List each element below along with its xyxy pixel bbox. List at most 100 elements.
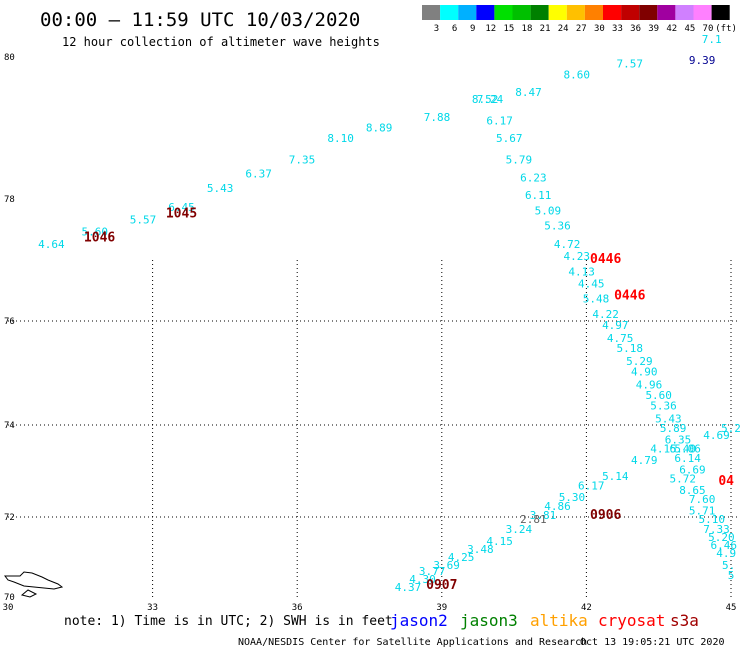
wave-height-label: 4.15	[486, 535, 513, 548]
wave-height-label: 4.25	[448, 551, 475, 564]
wave-height-label: 4.97	[602, 319, 629, 332]
wave-height-label: 7.57	[617, 58, 644, 71]
scale-swatch	[621, 5, 640, 20]
wave-height-label: 4.64	[38, 238, 65, 251]
y-tick-label: 78	[4, 195, 15, 205]
coastline-shape	[4, 571, 64, 598]
wave-height-label: 4.96	[636, 379, 663, 392]
wave-height-label: 4.45	[578, 277, 605, 290]
x-tick-label: 33	[147, 603, 158, 613]
wave-height-label: 3.77	[419, 565, 446, 578]
wave-height-label: 4.69	[703, 429, 730, 442]
time-stamp-label: 1046	[84, 231, 115, 246]
wave-height-label: 5.79	[506, 154, 533, 167]
scale-label: 3	[434, 24, 439, 34]
scale-label: (ft)	[715, 24, 737, 34]
wave-height-label: 2.81	[520, 513, 547, 526]
scale-label: 21	[540, 24, 551, 34]
color-scale-legend: 3 6 9 12 15 18 21 24 27 30 33 36 39 42 45 70 (ft)	[422, 5, 737, 34]
time-stamp-label: 0446	[614, 289, 645, 304]
wave-height-label: 8.10	[327, 132, 354, 145]
scale-swatch	[440, 5, 459, 20]
wave-height-label: 6.40	[670, 443, 697, 456]
wave-height-label: 5.36	[544, 220, 571, 233]
chart-title: 00:00 – 11:59 UTC 10/03/2020	[40, 9, 360, 31]
wave-height-label: 5.20	[708, 531, 735, 544]
wave-height-label: 4.13	[568, 265, 595, 278]
wave-height-label: 4.30	[409, 573, 436, 586]
wave-height-label: 6.11	[525, 189, 552, 202]
wave-height-label: 6.37	[245, 168, 272, 181]
wave-height-label: 5.57	[130, 213, 157, 226]
scale-swatch	[566, 5, 585, 20]
wave-height-label: 6.35	[665, 433, 692, 446]
scale-swatch	[422, 5, 441, 20]
satellite-jason3: jason3	[460, 611, 518, 630]
wave-height-label: 5.89	[660, 422, 687, 435]
wave-height-label: 6.45	[168, 201, 195, 214]
wave-height-label: 5.36	[650, 399, 677, 412]
wave-height-label: 6.17	[578, 479, 605, 492]
chart-subtitle: 12 hour collection of altimeter wave hei…	[62, 35, 380, 49]
wave-height-label: 6.14	[674, 452, 701, 465]
wave-height-label: 5.10	[698, 513, 725, 526]
wave-height-label: 3.69	[433, 559, 460, 572]
time-stamp-label: 0907	[426, 578, 457, 593]
scale-label: 39	[648, 24, 659, 34]
satellite-s3a: s3a	[670, 611, 699, 630]
wave-height-label: 7.60	[689, 493, 716, 506]
footer-note: note: 1) Time is in UTC; 2) SWH is in fe…	[64, 614, 393, 629]
wave-height-label: 4.79	[631, 454, 658, 467]
wave-height-label: 8.65	[679, 484, 706, 497]
wave-height-label: 8.47	[515, 86, 542, 99]
y-tick-label: 76	[4, 317, 15, 327]
scale-label: 15	[503, 24, 514, 34]
wave-height-label: 5.48	[583, 293, 610, 306]
x-tick-label: 42	[581, 603, 592, 613]
wave-height-label: 4.15	[650, 443, 677, 456]
scale-swatch	[512, 5, 531, 20]
wave-height-label: 5.72	[670, 473, 697, 486]
wave-height-label: 8.52	[472, 93, 499, 106]
scale-label: 70	[703, 24, 714, 34]
y-tick-label: 72	[4, 513, 15, 523]
wave-height-label: 4.23	[564, 250, 591, 263]
wave-height-label: 5.67	[496, 132, 523, 145]
y-tick-label: 80	[4, 53, 15, 63]
scale-label: 36	[630, 24, 641, 34]
wave-height-label: 7.33	[703, 523, 730, 536]
scale-label: 45	[684, 24, 695, 34]
wave-height-label: 5.29	[626, 355, 653, 368]
scale-label: 27	[576, 24, 587, 34]
scale-swatch	[639, 5, 658, 20]
wave-height-label: 7.1	[702, 33, 722, 46]
wave-height-label: 4.9	[716, 547, 736, 560]
scale-swatch	[603, 5, 622, 20]
wave-height-label: 6.23	[520, 171, 547, 184]
scale-label: 6	[452, 24, 457, 34]
scale-swatch	[548, 5, 567, 20]
time-stamp-label: 0446	[590, 252, 621, 267]
satellite-jason2: jason2	[390, 611, 448, 630]
wave-height-label: 7.88	[424, 111, 451, 124]
scale-label: 42	[666, 24, 677, 34]
wave-height-label: 5.60	[645, 389, 672, 402]
footer-credit: NOAA/NESDIS Center for Satellite Applica…	[238, 637, 587, 648]
scale-swatch	[693, 5, 712, 20]
scale-label: 9	[470, 24, 475, 34]
scale-label: 18	[522, 24, 533, 34]
wave-height-label: 5.43	[207, 182, 234, 195]
wave-height-label: 5.30	[559, 491, 586, 504]
wave-height-label: 3.48	[467, 543, 494, 556]
y-tick-label: 74	[4, 421, 15, 431]
scale-swatch	[711, 5, 730, 20]
wave-height-label: 3.81	[530, 509, 557, 522]
time-stamps: 1046 1045 0446 0446 04 0906 0907	[84, 206, 734, 593]
scale-swatch	[494, 5, 513, 20]
wave-height-label: 5.43	[655, 412, 682, 425]
wave-height-label: 5.14	[602, 470, 629, 483]
wave-height-label: 4.72	[554, 238, 581, 251]
x-tick-label: 36	[292, 603, 303, 613]
wave-height-label: 5.60	[82, 226, 109, 239]
scale-swatch	[657, 5, 676, 20]
